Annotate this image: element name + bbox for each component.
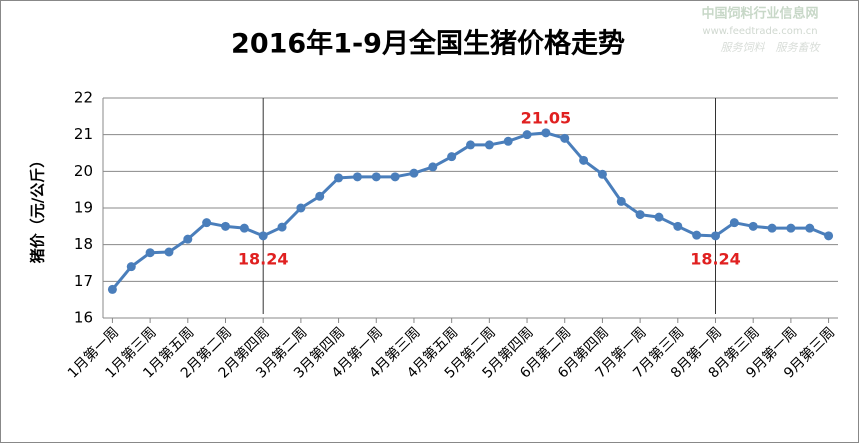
marker [805, 223, 815, 233]
watermark-url: www.feedtrade.com.cn [702, 26, 817, 37]
marker [635, 210, 645, 220]
marker [409, 168, 419, 178]
chart-title: 2016年1-9月全国生猪价格走势 [231, 28, 625, 60]
marker [541, 128, 551, 138]
y-tick-label: 22 [74, 89, 93, 107]
marker [145, 248, 155, 258]
marker [239, 223, 249, 233]
marker [729, 218, 739, 228]
marker [183, 234, 193, 244]
marker [616, 196, 626, 206]
marker [654, 212, 664, 222]
marker [484, 140, 494, 150]
y-tick-label: 17 [74, 272, 93, 290]
y-tick-label: 16 [74, 309, 93, 327]
data-label: 18.24 [690, 249, 741, 268]
marker [315, 191, 325, 201]
y-axis-label: 猪价（元/公斤） [29, 153, 47, 264]
marker [503, 136, 513, 146]
marker [748, 221, 758, 231]
marker [428, 162, 438, 172]
marker [202, 218, 212, 228]
marker [390, 172, 400, 182]
data-label: 18.24 [238, 249, 289, 268]
y-tick-label: 18 [74, 235, 93, 253]
marker [164, 247, 174, 257]
marker [824, 231, 834, 241]
marker [597, 169, 607, 179]
marker [579, 155, 589, 165]
marker [466, 140, 475, 150]
marker [371, 172, 381, 182]
marker [296, 203, 306, 213]
y-tick-label: 21 [74, 125, 93, 143]
marker [107, 284, 117, 294]
marker [786, 223, 796, 233]
marker [277, 222, 287, 232]
marker [673, 221, 683, 231]
y-tick-label: 20 [74, 162, 93, 180]
marker [522, 130, 532, 140]
watermark-name: 中国饲料行业信息网 [701, 6, 818, 22]
marker [560, 133, 570, 143]
marker [126, 262, 136, 272]
marker [258, 231, 268, 241]
watermark-slogan: 服务饲料 服务畜牧 [721, 41, 822, 54]
data-label: 21.05 [521, 108, 572, 127]
marker [711, 231, 720, 241]
marker [767, 223, 777, 233]
marker [692, 230, 702, 240]
marker [352, 172, 362, 182]
y-tick-label: 19 [74, 199, 93, 217]
marker [447, 152, 457, 162]
marker [221, 221, 230, 231]
marker [334, 173, 344, 183]
